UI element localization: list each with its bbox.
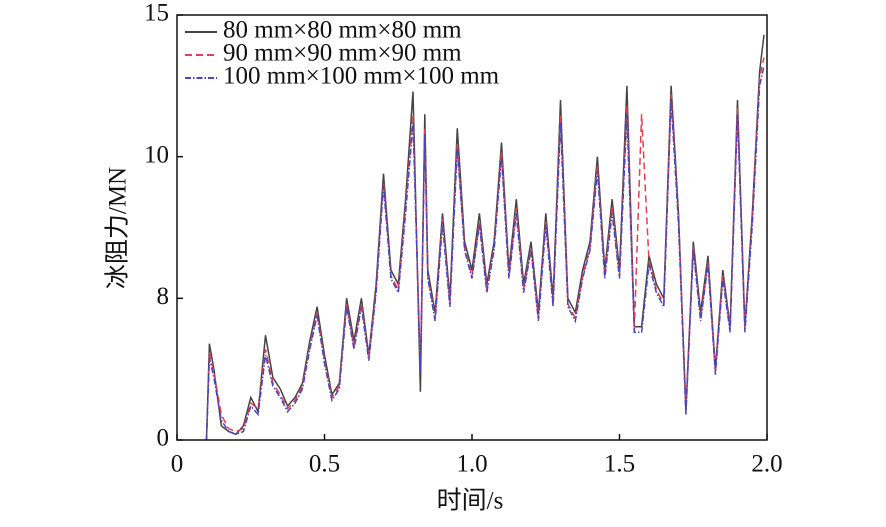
y-tick-label: 15 — [144, 0, 169, 27]
y-tick-label: 0 — [157, 425, 170, 452]
series-line — [205, 34, 765, 441]
x-tick-label: 1.5 — [604, 451, 635, 478]
x-axis-label: 时间/s — [437, 487, 504, 515]
x-tick-label: 2.0 — [751, 451, 782, 478]
legend-label: 80 mm×80 mm×80 mm — [223, 17, 462, 44]
legend-label: 100 mm×100 mm×100 mm — [223, 63, 500, 90]
x-tick-label: 0.5 — [309, 451, 340, 478]
y-tick-label: 8 — [157, 283, 170, 310]
y-tick-label: 10 — [144, 141, 169, 168]
x-tick-label: 0 — [171, 451, 184, 478]
series-line — [205, 57, 765, 441]
legend-label: 90 mm×90 mm×90 mm — [223, 40, 462, 67]
series-line — [205, 65, 765, 441]
plot-frame — [176, 14, 768, 441]
x-tick-label: 1.0 — [456, 451, 487, 478]
y-axis-label: 冰阻力/MN — [104, 167, 132, 289]
